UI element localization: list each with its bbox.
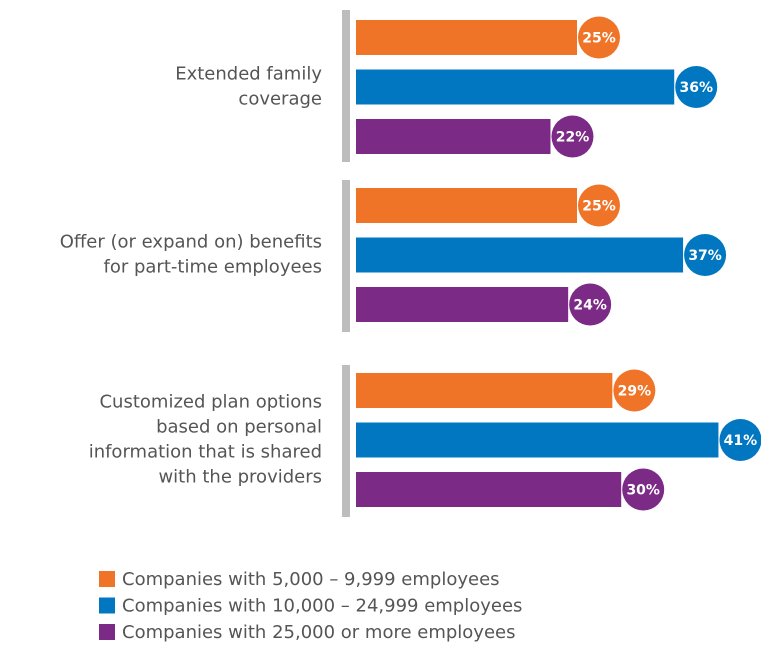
- value-label: 22%: [556, 130, 590, 146]
- value-badge: [569, 283, 612, 326]
- group-separator: [342, 365, 350, 517]
- value-badge: [578, 16, 620, 59]
- bar: [356, 373, 613, 408]
- value-badge: [675, 66, 718, 108]
- value-badge: [613, 369, 656, 412]
- group-separator: [342, 10, 350, 162]
- value-label: 36%: [679, 80, 713, 96]
- bar: [356, 188, 577, 223]
- legend-swatch: [99, 624, 115, 640]
- legend-label: Companies with 10,000 – 24,999 employees: [122, 596, 522, 617]
- legend-swatch: [99, 571, 115, 587]
- value-badge: [551, 115, 594, 158]
- bar: [356, 20, 577, 55]
- value-badge: [684, 234, 727, 276]
- legend-swatch: [99, 597, 115, 614]
- value-label: 24%: [573, 298, 607, 314]
- value-label: 41%: [724, 433, 758, 449]
- category-label: based on personal: [156, 417, 322, 438]
- category-label: Customized plan options: [99, 392, 322, 413]
- category-label: information that is shared: [89, 442, 322, 463]
- bar: [356, 287, 569, 322]
- value-label: 37%: [688, 248, 722, 264]
- value-badge: [578, 184, 620, 227]
- bar: [356, 472, 622, 507]
- category-label: coverage: [238, 89, 322, 110]
- bar: [356, 237, 684, 273]
- bar: [356, 422, 719, 458]
- value-badge: [622, 468, 665, 511]
- value-label: 25%: [582, 31, 616, 47]
- category-label: with the providers: [158, 467, 322, 488]
- value-label: 29%: [618, 384, 652, 400]
- value-label: 30%: [626, 483, 660, 499]
- category-label: for part-time employees: [104, 257, 323, 278]
- legend-label: Companies with 5,000 – 9,999 employees: [122, 569, 500, 590]
- bar: [356, 119, 551, 154]
- bar: [356, 69, 675, 105]
- value-label: 25%: [582, 199, 616, 215]
- category-label: Extended family: [175, 64, 322, 85]
- category-label: Offer (or expand on) benefits: [60, 232, 322, 253]
- legend-label: Companies with 25,000 or more employees: [122, 622, 515, 643]
- group-separator: [342, 180, 350, 332]
- value-badge: [719, 419, 761, 461]
